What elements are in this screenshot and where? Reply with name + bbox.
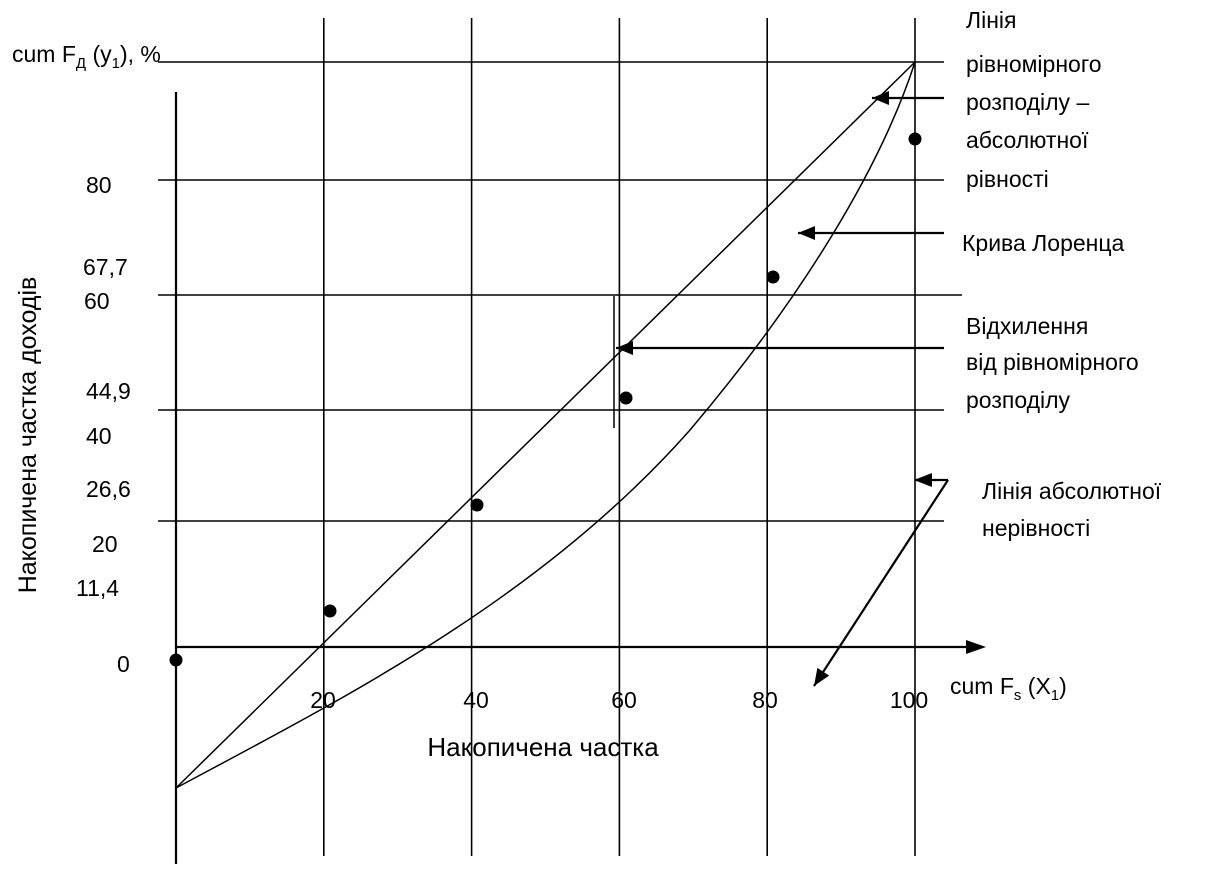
data-point — [619, 391, 633, 405]
y-axis-label: Накопичена частка доходів — [14, 277, 42, 594]
tick-labels: 0 11,4 20 26,6 40 44,9 60 67,7 80 20 40 60 80 100 — [76, 172, 928, 713]
svg-text:Відхилення: Відхилення — [966, 313, 1088, 339]
y-tick-label: 11,4 — [76, 575, 119, 601]
arrow-inequality-top-head — [914, 473, 932, 487]
data-point — [169, 653, 183, 667]
svg-text:абсолютної: абсолютної — [966, 127, 1089, 153]
y-tick-label: 80 — [86, 172, 112, 198]
y-tick-label: 20 — [92, 531, 118, 557]
data-points — [169, 132, 922, 667]
arrow-lorenz-curve-head — [798, 226, 815, 240]
equality-line — [175, 61, 916, 789]
x-tick-label: 100 — [890, 687, 928, 713]
y-tick-label: 0 — [117, 651, 130, 677]
x-tick-label: 20 — [310, 687, 336, 713]
axes — [174, 92, 986, 864]
x-tick-label: 80 — [752, 687, 778, 713]
svg-text:розподілу –: розподілу – — [966, 89, 1089, 115]
svg-text:Лінія абсолютної: Лінія абсолютної — [982, 478, 1162, 504]
x-tick-label: 40 — [463, 687, 489, 713]
grid — [158, 18, 962, 856]
annotation-arrows — [616, 91, 949, 687]
y-tick-label: 67,7 — [83, 254, 128, 280]
annotation-lorenz-curve: Крива Лоренца — [962, 230, 1125, 256]
annotation-equality-line: Лінія рівномірного розподілу – абсолютно… — [966, 7, 1102, 192]
annotation-inequality-line: Лінія абсолютної нерівності — [982, 478, 1162, 541]
y-tick-label: 26,6 — [86, 476, 131, 502]
annotation-deviation: Відхилення від рівномірного розподілу — [966, 313, 1139, 413]
svg-text:рівномірного: рівномірного — [966, 51, 1102, 77]
y-tick-label: 44,9 — [86, 378, 131, 404]
x-axis-arrowhead — [966, 640, 986, 654]
lorenz-curve — [175, 61, 916, 789]
arrow-inequality-diagonal-head — [814, 667, 830, 686]
data-point — [323, 604, 337, 618]
svg-text:Лінія: Лінія — [966, 7, 1016, 33]
arrow-deviation-head — [616, 341, 633, 355]
arrow-inequality-diagonal — [813, 479, 949, 687]
svg-text:нерівності: нерівності — [982, 515, 1090, 541]
y-tick-label: 60 — [84, 288, 110, 314]
data-point — [470, 498, 484, 512]
y-axis-title: cum FД (y1), % — [12, 41, 161, 72]
x-tick-label: 60 — [611, 687, 637, 713]
data-point — [908, 132, 922, 146]
series — [175, 61, 916, 789]
x-axis-title: cum Fs (X1) — [950, 673, 1067, 704]
svg-text:розподілу: розподілу — [966, 387, 1071, 413]
y-tick-label: 40 — [86, 423, 112, 449]
data-point — [766, 270, 780, 284]
x-axis-label: Накопичена частка — [427, 732, 659, 762]
svg-text:рівності: рівності — [966, 166, 1049, 192]
svg-text:від рівномірного: від рівномірного — [966, 349, 1139, 375]
arrow-equality-line-head — [872, 91, 889, 105]
